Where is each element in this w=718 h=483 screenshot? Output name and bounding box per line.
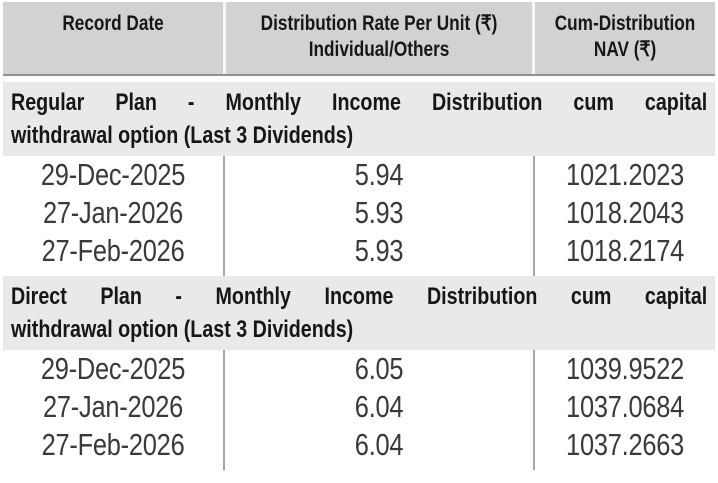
section-title-regular-line1: Regular Plan - Monthly Income Distributi… xyxy=(11,89,708,116)
column-header-record-date: Record Date xyxy=(3,2,223,74)
header-underline xyxy=(3,74,715,76)
rate-cell: 6.04 xyxy=(223,388,535,426)
record-date-cell: 27-Feb-2026 xyxy=(41,233,185,268)
rate-cell: 5.93 xyxy=(223,232,535,270)
nav-cell: 1037.2663 xyxy=(566,427,685,462)
distribution-table: Record Date Distribution Rate Per Unit (… xyxy=(3,2,715,470)
table-row: 27-Feb-2026 5.93 1018.2174 xyxy=(3,232,715,270)
nav-cell: 1018.2043 xyxy=(566,195,685,230)
rate-cell: 6.04 xyxy=(223,426,535,464)
nav-cell: 1039.9522 xyxy=(566,351,685,386)
record-date-cell: 27-Jan-2026 xyxy=(43,389,184,424)
section-title-direct-line1: Direct Plan - Monthly Income Distributio… xyxy=(11,283,708,310)
column-header-cum-distribution-label: Cum-Distribution xyxy=(554,12,696,35)
column-header-record-date-label: Record Date xyxy=(62,12,164,35)
column-header-cum-distribution-nav: Cum-Distribution NAV (₹) xyxy=(535,2,715,74)
rate-cell: 5.93 xyxy=(223,194,535,232)
column-divider-tail xyxy=(3,270,715,276)
record-date-cell: 29-Dec-2025 xyxy=(40,351,186,386)
header-gap xyxy=(3,76,715,82)
section-title-direct-plan: Direct Plan - Monthly Income Distributio… xyxy=(3,276,715,350)
section-title-direct-line2: withdrawal option (Last 3 Dividends) xyxy=(11,316,354,343)
nav-cell: 1021.2023 xyxy=(566,157,685,192)
table-row: 29-Dec-2025 5.94 1021.2023 xyxy=(3,156,715,194)
column-header-individual-others-label: Individual/Others xyxy=(308,38,450,61)
record-date-cell: 27-Jan-2026 xyxy=(43,195,184,230)
column-header-distribution-rate: Distribution Rate Per Unit (₹) Individua… xyxy=(223,2,535,74)
table-row: 27-Jan-2026 5.93 1018.2043 xyxy=(3,194,715,232)
rate-cell: 6.05 xyxy=(223,350,535,388)
record-date-cell: 27-Feb-2026 xyxy=(41,427,185,462)
table-row: 29-Dec-2025 6.05 1039.9522 xyxy=(3,350,715,388)
section-title-regular-plan: Regular Plan - Monthly Income Distributi… xyxy=(3,82,715,156)
rate-cell: 5.94 xyxy=(223,156,535,194)
table-row: 27-Jan-2026 6.04 1037.0684 xyxy=(3,388,715,426)
section-title-regular-line2: withdrawal option (Last 3 Dividends) xyxy=(11,122,354,149)
column-divider-tail xyxy=(3,464,715,470)
nav-cell: 1037.0684 xyxy=(566,389,685,424)
column-header-distribution-rate-label: Distribution Rate Per Unit (₹) xyxy=(260,12,498,35)
record-date-cell: 29-Dec-2025 xyxy=(40,157,186,192)
table-row: 27-Feb-2026 6.04 1037.2663 xyxy=(3,426,715,464)
column-header-nav-label: NAV (₹) xyxy=(593,38,657,61)
nav-cell: 1018.2174 xyxy=(566,233,685,268)
column-header-row: Record Date Distribution Rate Per Unit (… xyxy=(3,2,715,74)
